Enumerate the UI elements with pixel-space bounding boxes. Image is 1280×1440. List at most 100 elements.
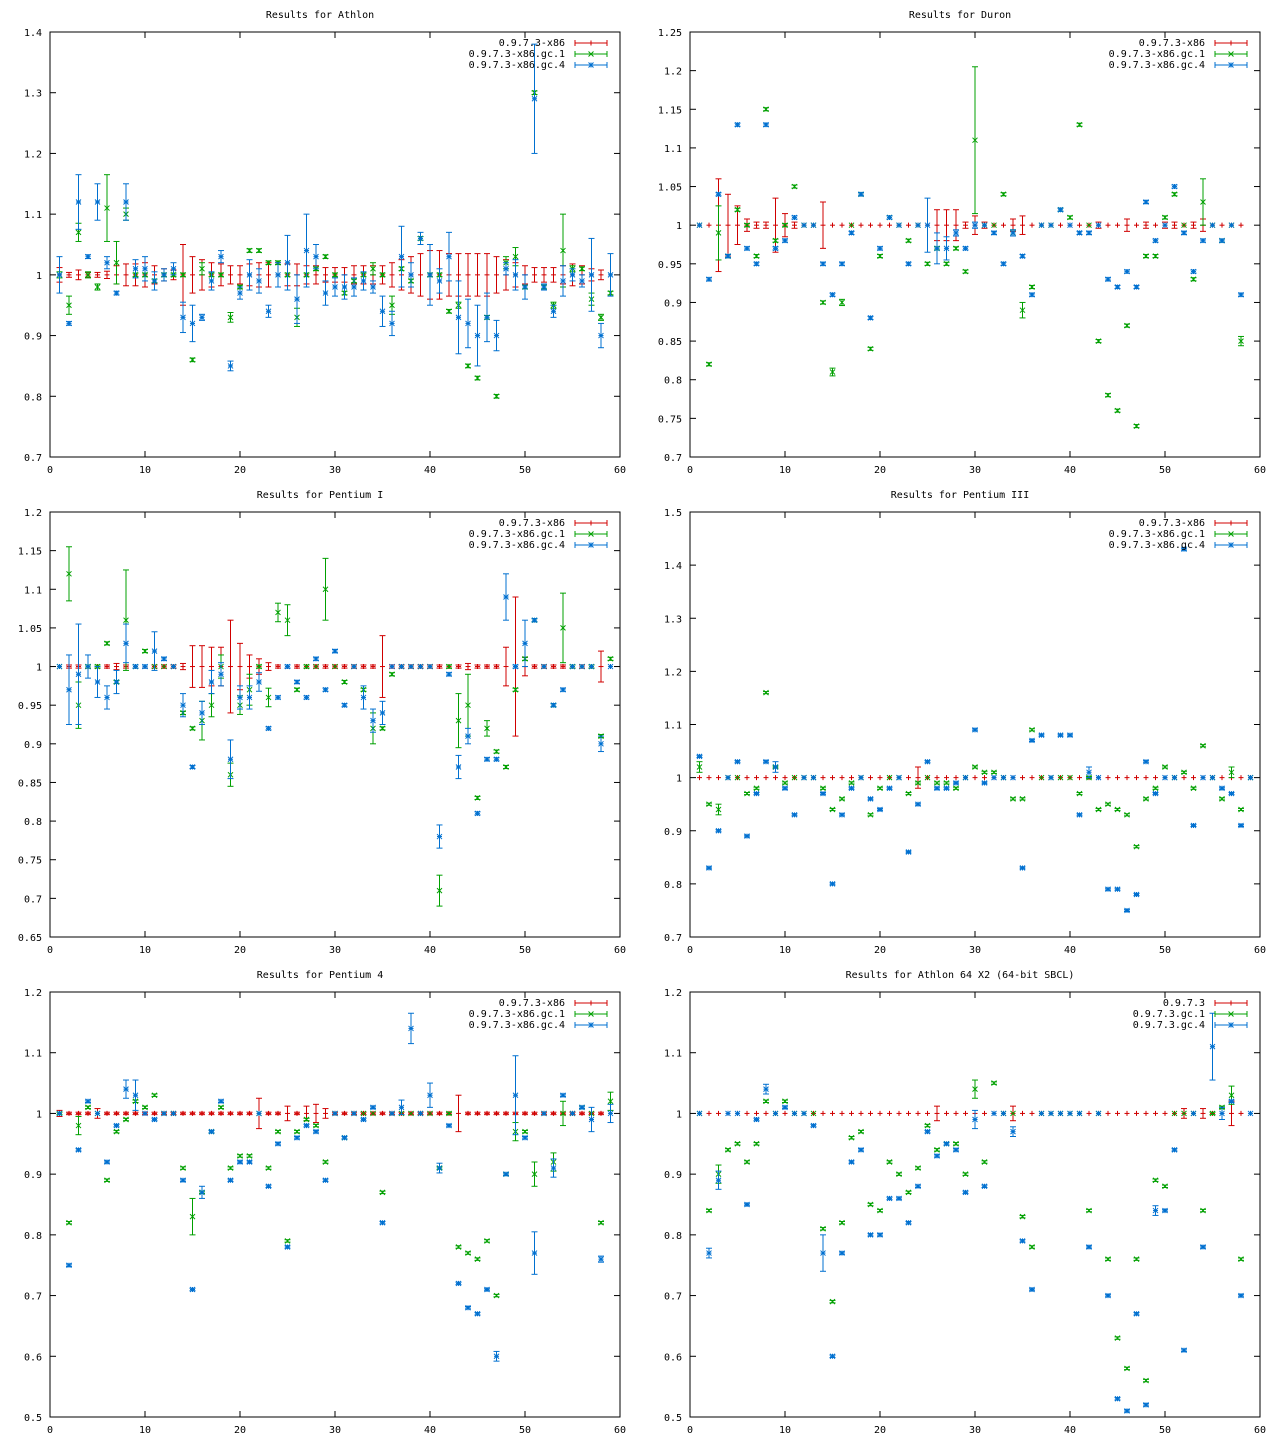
data-point	[849, 775, 854, 781]
data-point	[1067, 732, 1073, 738]
data-point	[1238, 222, 1244, 228]
y-tick-label: 0.9	[664, 827, 682, 838]
legend-key	[1214, 40, 1248, 46]
data-point	[275, 1110, 281, 1116]
marker-stroke	[237, 290, 243, 296]
marker-stroke	[734, 121, 741, 128]
data-point	[94, 271, 101, 278]
data-point	[1152, 785, 1159, 792]
marker-stroke	[275, 1128, 281, 1135]
data-point	[839, 775, 845, 781]
marker-stroke	[839, 299, 845, 306]
data-point	[772, 245, 779, 252]
marker-stroke	[867, 345, 874, 352]
data-point	[189, 725, 196, 732]
data-point	[493, 748, 500, 755]
data-point	[1124, 907, 1130, 914]
marker-stroke	[588, 272, 595, 278]
legend-label: 0.9.7.3-x86.gc.1	[469, 49, 565, 60]
data-point	[896, 774, 902, 781]
data-point	[465, 662, 471, 671]
marker-stroke	[484, 756, 490, 763]
data-point	[94, 183, 101, 221]
marker-stroke	[237, 694, 243, 701]
data-point	[531, 1110, 538, 1116]
data-point	[1000, 774, 1007, 781]
legend-key	[574, 51, 608, 57]
y-tick-label: 1.5	[664, 508, 682, 519]
data-point	[104, 270, 110, 279]
data-point	[906, 222, 911, 228]
marker-stroke	[1133, 891, 1140, 898]
data-point	[541, 663, 547, 670]
marker-stroke	[455, 717, 462, 724]
data-point	[294, 1110, 300, 1116]
marker-stroke	[753, 785, 760, 792]
marker-stroke	[791, 183, 798, 190]
marker-stroke	[227, 314, 234, 321]
data-point	[123, 623, 129, 664]
data-point	[1133, 423, 1140, 429]
marker-stroke	[569, 272, 576, 278]
data-point	[906, 775, 911, 781]
data-point	[351, 663, 357, 670]
data-point	[734, 206, 741, 213]
marker-stroke	[1067, 774, 1073, 781]
marker-stroke	[379, 725, 386, 732]
marker-stroke	[1228, 790, 1235, 797]
data-point	[75, 269, 82, 281]
data-point	[284, 604, 291, 637]
data-point	[75, 1115, 82, 1136]
data-point	[744, 833, 750, 839]
data-point	[189, 645, 196, 688]
marker-stroke	[896, 774, 902, 781]
marker-stroke	[246, 247, 253, 254]
legend-label: 0.9.7.3-x86.gc.4	[1109, 540, 1205, 551]
data-point	[237, 265, 243, 285]
data-point	[962, 245, 969, 252]
data-point	[734, 774, 741, 781]
marker-stroke	[829, 881, 836, 887]
data-point	[512, 259, 519, 291]
legend-label: 0.9.7.3-x86	[499, 518, 565, 529]
data-point	[1095, 774, 1102, 781]
marker-stroke	[256, 247, 262, 254]
marker-stroke	[1019, 865, 1026, 871]
series-1	[56, 244, 604, 306]
marker-stroke	[113, 1128, 120, 1135]
data-point	[237, 685, 243, 710]
legend-key	[1214, 51, 1248, 57]
y-tick-label: 1.3	[24, 89, 42, 100]
marker-stroke	[1038, 732, 1045, 738]
data-point	[303, 694, 310, 701]
marker-stroke	[256, 278, 262, 284]
data-point	[734, 121, 741, 128]
data-point	[199, 1110, 205, 1116]
data-point	[94, 283, 101, 291]
data-point	[484, 756, 490, 763]
marker-stroke	[75, 229, 82, 236]
marker-stroke	[332, 284, 338, 290]
data-point	[706, 276, 712, 283]
data-point	[569, 663, 576, 670]
marker-stroke	[734, 758, 741, 765]
plot-frame	[49, 991, 621, 1418]
data-point	[763, 221, 769, 229]
data-point	[791, 811, 798, 818]
x-tick-label: 50	[1159, 465, 1171, 476]
marker-stroke	[218, 671, 224, 678]
marker-stroke	[1029, 726, 1035, 733]
series-1	[57, 596, 604, 737]
marker-stroke	[1181, 230, 1187, 236]
data-point	[1171, 221, 1178, 229]
data-point	[484, 253, 490, 297]
data-point	[303, 213, 310, 288]
data-point	[360, 664, 367, 670]
y-tick-label: 1.2	[24, 508, 42, 519]
marker-stroke	[607, 272, 614, 278]
marker-stroke	[360, 278, 367, 284]
marker-stroke	[1133, 843, 1140, 850]
data-point	[322, 267, 329, 283]
data-point	[943, 780, 950, 786]
data-point	[465, 363, 471, 369]
